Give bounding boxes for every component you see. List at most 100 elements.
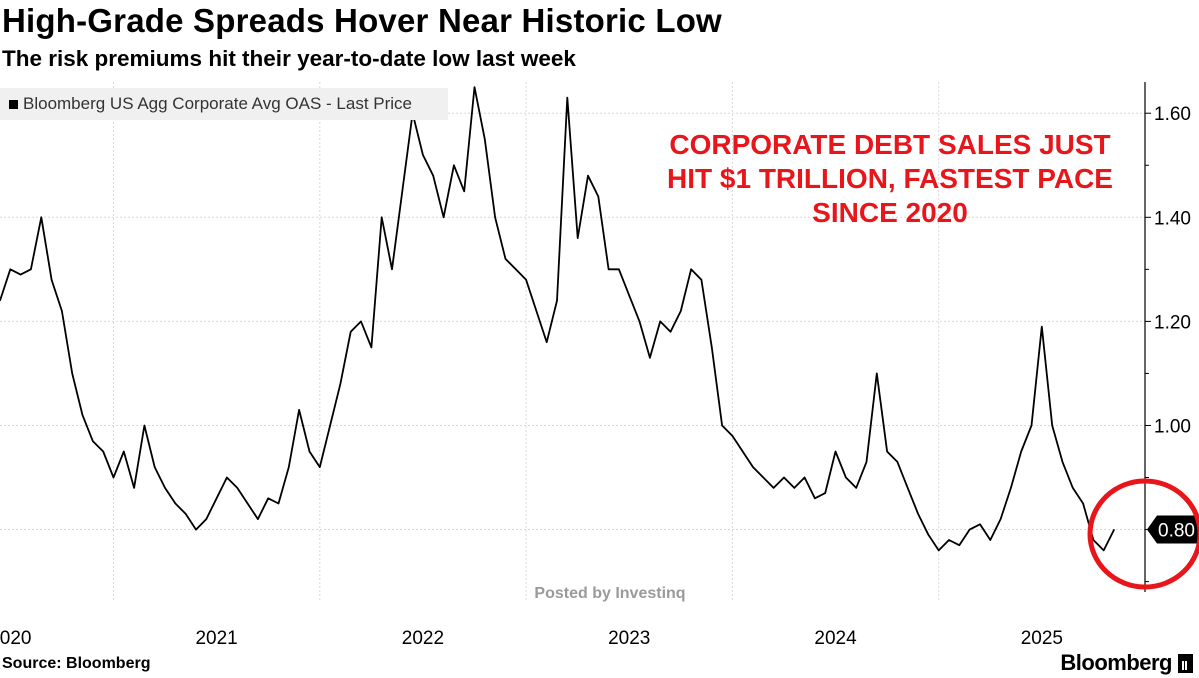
y-tick-label: 1.00 bbox=[1154, 416, 1191, 437]
data-point bbox=[494, 216, 496, 218]
data-point bbox=[195, 528, 197, 531]
data-point bbox=[123, 450, 125, 453]
data-point bbox=[731, 435, 733, 437]
data-point bbox=[484, 138, 486, 140]
data-point bbox=[628, 294, 630, 296]
data-point bbox=[896, 461, 899, 463]
watermark: Posted by Investinq bbox=[534, 585, 686, 602]
data-point bbox=[0, 299, 1, 302]
data-point bbox=[659, 320, 661, 322]
data-point bbox=[597, 195, 599, 198]
data-point bbox=[246, 502, 249, 505]
data-point bbox=[700, 279, 703, 281]
x-tick-label: 2021 bbox=[195, 628, 237, 649]
brand-name: Bloomberg bbox=[1060, 650, 1172, 675]
chart-subtitle: The risk premiums hit their year-to-date… bbox=[2, 46, 576, 71]
data-point bbox=[298, 409, 300, 411]
data-point bbox=[185, 513, 187, 515]
x-tick-label: 2025 bbox=[1021, 628, 1063, 649]
x-tick-label: 2020 bbox=[0, 628, 31, 649]
data-point bbox=[917, 513, 919, 515]
data-point bbox=[9, 268, 11, 270]
data-point bbox=[257, 518, 259, 520]
data-point bbox=[855, 487, 857, 489]
data-point bbox=[226, 476, 228, 479]
data-point bbox=[216, 497, 218, 499]
data-point bbox=[608, 268, 610, 270]
data-point bbox=[845, 476, 847, 479]
data-point bbox=[370, 346, 372, 349]
overlay-layer: 0.80 bbox=[1087, 478, 1199, 590]
data-point bbox=[958, 544, 960, 546]
data-point bbox=[453, 164, 455, 166]
data-point bbox=[164, 487, 166, 489]
data-point bbox=[927, 534, 929, 536]
x-axis: 2020 2021 2022 2023 2024 2025 bbox=[0, 628, 1063, 649]
data-point bbox=[793, 487, 795, 489]
data-point bbox=[938, 549, 940, 551]
data-point bbox=[566, 97, 568, 99]
last-price-label: 0.80 bbox=[1158, 521, 1195, 542]
data-point bbox=[81, 414, 84, 416]
data-point bbox=[556, 299, 558, 302]
annotation-line-1: CORPORATE DEBT SALES JUST bbox=[669, 129, 1111, 160]
chart-title: High-Grade Spreads Hover Near Historic L… bbox=[2, 2, 722, 39]
data-point bbox=[1061, 461, 1064, 463]
data-point bbox=[267, 497, 269, 499]
data-point bbox=[690, 268, 692, 270]
data-point bbox=[587, 175, 589, 177]
data-point bbox=[401, 190, 403, 192]
legend-label: Bloomberg US Agg Corporate Avg OAS - Las… bbox=[23, 94, 412, 113]
data-point bbox=[814, 497, 816, 499]
data-point bbox=[865, 461, 868, 463]
data-point bbox=[422, 154, 424, 156]
data-point bbox=[360, 320, 362, 322]
annotation-line-3: SINCE 2020 bbox=[812, 197, 968, 228]
y-tick-label: 1.60 bbox=[1154, 104, 1191, 125]
legend: Bloomberg US Agg Corporate Avg OAS - Las… bbox=[0, 88, 448, 120]
data-point bbox=[979, 523, 981, 525]
data-point bbox=[1092, 539, 1095, 541]
data-point bbox=[112, 476, 115, 479]
data-point bbox=[308, 450, 311, 453]
data-point bbox=[1020, 450, 1022, 453]
data-point bbox=[432, 175, 434, 177]
source-note: Source: Bloomberg bbox=[2, 655, 151, 672]
data-point bbox=[999, 518, 1002, 520]
brand-logo: Bloomberg bbox=[1060, 650, 1193, 676]
data-point bbox=[236, 487, 238, 489]
data-point bbox=[762, 476, 764, 479]
data-point bbox=[711, 346, 713, 349]
data-point bbox=[1010, 487, 1012, 489]
bloomberg-icon bbox=[1178, 653, 1193, 673]
data-point bbox=[535, 310, 537, 312]
data-point bbox=[20, 273, 22, 276]
data-point bbox=[948, 539, 950, 541]
data-point bbox=[473, 86, 476, 88]
data-point bbox=[1103, 549, 1105, 551]
data-point bbox=[1030, 424, 1033, 427]
data-point bbox=[907, 487, 909, 489]
data-point bbox=[876, 372, 878, 375]
legend-swatch bbox=[9, 99, 18, 109]
data-point bbox=[381, 216, 383, 218]
data-point bbox=[174, 502, 176, 505]
data-point bbox=[669, 331, 672, 333]
data-point bbox=[721, 424, 723, 427]
data-point bbox=[339, 383, 342, 385]
data-point bbox=[618, 268, 620, 270]
data-point bbox=[886, 450, 888, 453]
data-point bbox=[834, 450, 837, 453]
data-point bbox=[277, 502, 280, 505]
highlight-circle bbox=[1087, 478, 1199, 590]
data-point bbox=[504, 258, 507, 260]
data-point bbox=[50, 279, 53, 281]
data-point bbox=[442, 216, 445, 218]
data-point bbox=[463, 190, 465, 192]
y-tick-label: 1.20 bbox=[1154, 312, 1191, 333]
x-tick-label: 2022 bbox=[402, 628, 444, 649]
data-point bbox=[577, 237, 579, 239]
last-price-badge bbox=[1147, 515, 1199, 544]
